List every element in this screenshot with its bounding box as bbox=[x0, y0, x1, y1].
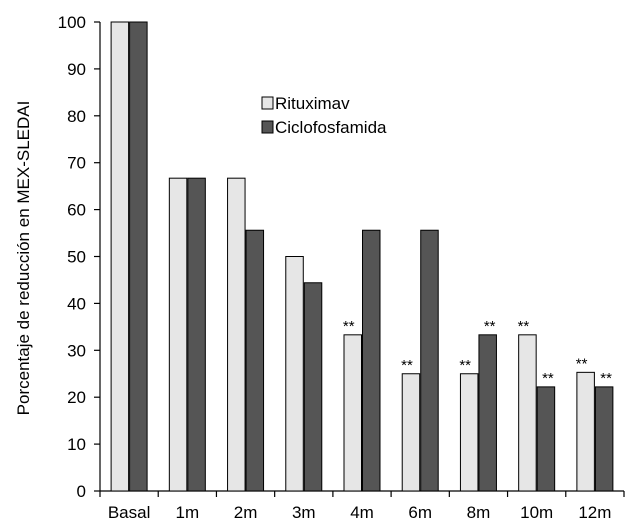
y-tick-label-30: 30 bbox=[67, 341, 86, 360]
x-tick-label-10m: 10m bbox=[520, 503, 553, 522]
x-tick-label-8m: 8m bbox=[467, 503, 491, 522]
legend: Rituximav Ciclofosfamida bbox=[261, 94, 387, 137]
y-tick-label-70: 70 bbox=[67, 154, 86, 173]
y-tick-label-100: 100 bbox=[58, 13, 86, 32]
x-tick-label-1m: 1m bbox=[176, 503, 200, 522]
bar-ciclofosfamida-Basal bbox=[129, 21, 148, 492]
bar-ciclofosfamida-1m bbox=[187, 177, 206, 492]
bars bbox=[110, 21, 614, 492]
tick-labels: 0 10 20 30 40 50 60 70 80 90 100 Basal 1m 2m 3m 4m 6m 8m 1… bbox=[58, 13, 612, 522]
x-tick-label-6m: 6m bbox=[408, 503, 432, 522]
bar-ciclofosfamida-4m bbox=[362, 229, 381, 492]
annotation-rituximav-6m: ** bbox=[401, 357, 413, 374]
bar-rituximav-8m bbox=[459, 373, 479, 492]
y-tick-label-50: 50 bbox=[67, 248, 86, 267]
bar-ciclofosfamida-2m bbox=[245, 229, 265, 492]
annotation-rituximav-12m: ** bbox=[576, 355, 588, 372]
y-tick-label-40: 40 bbox=[67, 294, 86, 313]
bar-rituximav-10m bbox=[518, 334, 537, 492]
legend-swatch-0 bbox=[261, 96, 274, 110]
bar-rituximav-Basal bbox=[110, 21, 130, 492]
y-tick-label-60: 60 bbox=[67, 201, 86, 220]
legend-label-0: Rituximav bbox=[275, 94, 350, 113]
legend-label-1: Ciclofosfamida bbox=[275, 118, 387, 137]
annotation-ciclofosfamida-10m: ** bbox=[542, 370, 554, 387]
annotation-rituximav-8m: ** bbox=[459, 357, 471, 374]
significance-annotations: ** ** ** ** ** ** ** ** bbox=[343, 318, 612, 387]
y-tick-label-80: 80 bbox=[67, 107, 86, 126]
y-tick-label-10: 10 bbox=[67, 435, 86, 454]
bar-rituximav-2m bbox=[227, 177, 246, 492]
x-tick-label-2m: 2m bbox=[234, 503, 258, 522]
y-tick-label-20: 20 bbox=[67, 388, 86, 407]
y-axis-label-group: Porcentaje de reducción en MEX-SLEDAI bbox=[14, 101, 33, 416]
bar-ciclofosfamida-8m bbox=[478, 334, 497, 492]
bar-ciclofosfamida-10m bbox=[536, 386, 556, 492]
y-axis-label: Porcentaje de reducción en MEX-SLEDAI bbox=[14, 101, 33, 416]
x-tick-label-Basal: Basal bbox=[108, 503, 151, 522]
bar-rituximav-1m bbox=[168, 177, 188, 492]
annotation-ciclofosfamida-12m: ** bbox=[600, 370, 612, 387]
annotation-rituximav-4m: ** bbox=[343, 318, 355, 335]
bar-rituximav-6m bbox=[401, 373, 421, 492]
annotation-ciclofosfamida-8m: ** bbox=[484, 318, 496, 335]
bar-rituximav-12m bbox=[576, 371, 595, 492]
bar-ciclofosfamida-12m bbox=[594, 386, 614, 492]
annotation-rituximav-10m: ** bbox=[518, 318, 530, 335]
y-tick-label-90: 90 bbox=[67, 60, 86, 79]
x-tick-label-3m: 3m bbox=[292, 503, 316, 522]
x-tick-label-12m: 12m bbox=[578, 503, 611, 522]
y-tick-label-0: 0 bbox=[77, 482, 86, 501]
bar-rituximav-4m bbox=[343, 334, 362, 492]
x-tick-label-4m: 4m bbox=[350, 503, 374, 522]
legend-swatch-1 bbox=[261, 120, 274, 134]
bar-ciclofosfamida-3m bbox=[303, 282, 323, 492]
bar-ciclofosfamida-6m bbox=[420, 229, 439, 492]
bar-rituximav-3m bbox=[285, 256, 304, 492]
